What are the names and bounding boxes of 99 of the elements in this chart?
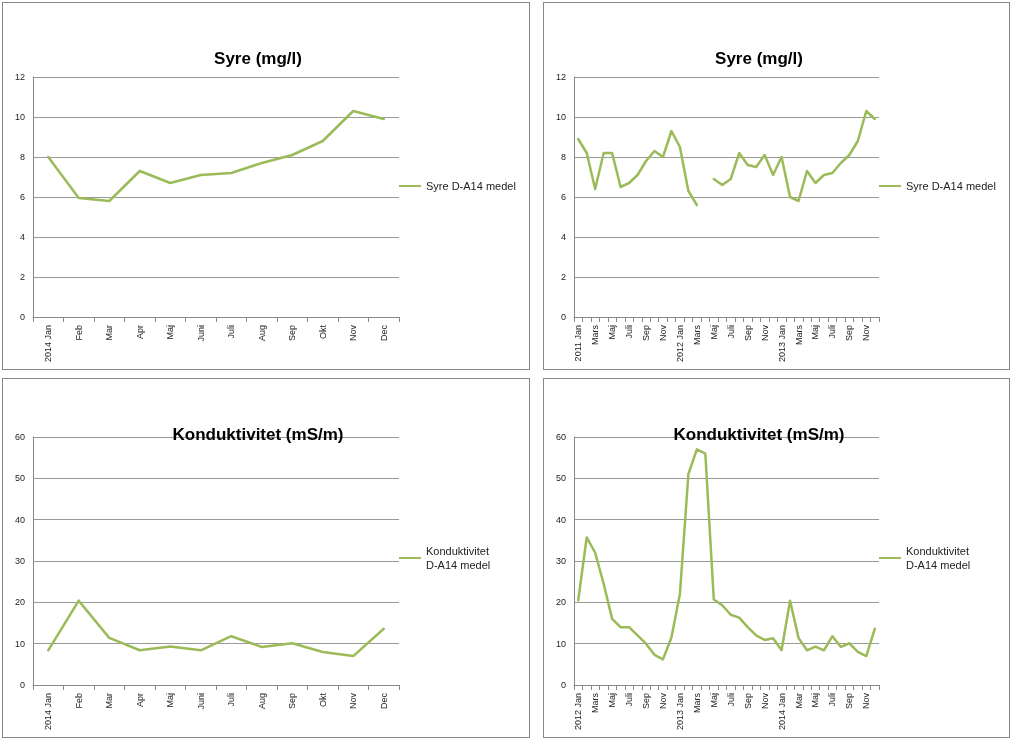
y-tick-label: 20 (14, 597, 25, 608)
line-series (47, 109, 385, 203)
y-tick-label: 50 (14, 473, 25, 484)
x-tick-label: Sep (742, 693, 753, 710)
x-tick-label: Okt (317, 692, 328, 708)
y-tick-label: 10 (555, 112, 566, 122)
x-tick-label: Juli (827, 693, 838, 707)
x-tick-label: Maj (708, 325, 719, 340)
x-tick-label: 2014 Jan (43, 325, 54, 363)
x-tick-label: Mars (590, 692, 601, 713)
x-tick-label: Sep (641, 693, 652, 710)
x-tick-label: Feb (73, 693, 84, 709)
y-tick-label: 10 (14, 112, 25, 122)
x-tick-label: Aug (256, 325, 267, 342)
y-tick-label: 40 (14, 514, 25, 525)
x-tick-label: Mars (691, 692, 702, 713)
y-tick-label: 8 (19, 152, 25, 162)
y-tick-label: 60 (555, 432, 566, 442)
y-tick-label: 12 (14, 72, 25, 82)
x-tick-label: Feb (73, 325, 84, 341)
y-tick-label: 0 (560, 312, 566, 322)
x-tick-label: Juli (725, 693, 736, 707)
x-tick-label: 2012 Jan (573, 693, 584, 731)
x-tick-label: Maj (810, 693, 821, 708)
y-tick-label: 6 (19, 192, 25, 202)
line-series (47, 599, 385, 658)
x-tick-label: Mars (691, 324, 702, 345)
x-tick-label: Mar (793, 693, 804, 709)
x-tick-label: Sep (742, 325, 753, 342)
x-tick-label: 2013 Jan (776, 325, 787, 363)
x-tick-label: Juli (624, 325, 635, 339)
x-tick-label: Sep (844, 325, 855, 342)
x-tick-label: Juni (195, 325, 206, 342)
chart-title: Syre (mg/l) (715, 49, 803, 68)
x-tick-label: Mars (590, 324, 601, 345)
x-tick-label: 2012 Jan (674, 325, 685, 363)
x-tick-label: 2014 Jan (776, 693, 787, 731)
chart-title: Konduktivitet (mS/m) (172, 425, 344, 444)
y-tick-label: 0 (19, 680, 25, 690)
line-series (576, 448, 877, 661)
x-tick-label: Juli (827, 325, 838, 339)
x-tick-label: 2011 Jan (573, 325, 584, 362)
x-tick-label: Sep (287, 325, 298, 342)
x-tick-label: Sep (641, 325, 652, 342)
y-tick-label: 10 (555, 638, 566, 649)
x-tick-label: Nov (861, 692, 872, 710)
y-tick-label: 30 (14, 556, 25, 566)
y-tick-label: 8 (560, 152, 566, 162)
y-tick-label: 2 (560, 272, 566, 282)
x-tick-label: Mars (793, 324, 804, 345)
y-tick-label: 4 (19, 232, 25, 242)
y-tick-label: 60 (14, 432, 25, 442)
x-tick-label: Juli (226, 325, 237, 339)
x-tick-label: Nov (759, 324, 770, 342)
x-tick-label: Maj (165, 325, 176, 340)
x-tick-label: Aug (256, 693, 267, 710)
legend-label: Syre D-A14 medel (426, 180, 516, 192)
x-tick-label: Dec (378, 324, 389, 342)
chart-title: Syre (mg/l) (214, 49, 302, 68)
x-tick-label: Dec (378, 692, 389, 710)
x-tick-label: Maj (810, 325, 821, 340)
x-tick-label: Maj (708, 693, 719, 708)
x-tick-label: Mar (104, 693, 115, 709)
y-tick-label: 12 (555, 72, 566, 82)
y-tick-label: 30 (555, 556, 566, 566)
x-tick-label: Maj (165, 693, 176, 708)
x-tick-label: Juli (624, 693, 635, 707)
x-tick-label: Apr (134, 693, 145, 708)
y-tick-label: 4 (560, 232, 566, 242)
x-tick-label: Juni (195, 693, 206, 710)
x-tick-label: Sep (287, 693, 298, 710)
x-tick-label: Nov (657, 324, 668, 342)
legend-label: Syre D-A14 medel (906, 180, 996, 192)
x-tick-label: Nov (348, 692, 359, 710)
x-tick-label: 2013 Jan (674, 693, 685, 731)
x-tick-label: Mar (104, 325, 115, 341)
x-tick-label: Okt (317, 324, 328, 340)
y-tick-label: 2 (19, 272, 25, 282)
legend-label: Konduktivitet D-A14 medel (426, 545, 493, 571)
x-tick-label: Juli (725, 325, 736, 339)
x-tick-label: 2014 Jan (43, 693, 54, 731)
y-tick-label: 10 (14, 638, 25, 649)
y-tick-label: 50 (555, 473, 566, 484)
x-tick-label: Maj (607, 325, 618, 340)
y-tick-label: 20 (555, 597, 566, 608)
x-tick-label: Sep (844, 693, 855, 710)
chart-title: Konduktivitet (mS/m) (673, 425, 845, 444)
x-tick-label: Nov (657, 692, 668, 710)
y-tick-label: 6 (560, 192, 566, 202)
x-tick-label: Nov (861, 324, 872, 342)
x-tick-label: Nov (348, 324, 359, 342)
x-tick-label: Apr (134, 325, 145, 340)
y-tick-label: 0 (560, 680, 566, 690)
y-tick-label: 0 (19, 312, 25, 322)
x-tick-label: Maj (607, 693, 618, 708)
y-tick-label: 40 (555, 514, 566, 525)
legend-label: Konduktivitet D-A14 medel (906, 545, 973, 571)
x-tick-label: Nov (759, 692, 770, 710)
x-tick-label: Juli (226, 693, 237, 707)
